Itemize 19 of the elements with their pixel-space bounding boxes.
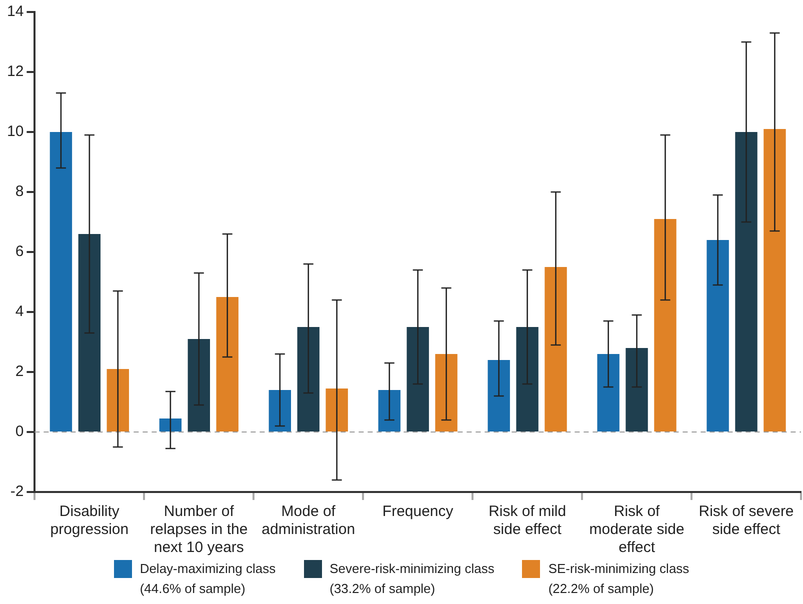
y-tick-label: 2 (15, 363, 24, 380)
y-tick-label: 14 (6, 3, 24, 20)
x-tick-label: Frequency (382, 503, 454, 520)
y-tick-label: 6 (15, 243, 24, 260)
x-tick-label: Risk of severe side effect (698, 503, 794, 538)
y-tick-label: 0 (15, 423, 24, 440)
legend-label: Delay-maximizing class (44.6% of sample) (140, 560, 276, 598)
y-tick-label: 10 (6, 123, 24, 140)
x-tick-label: Disability progression (50, 503, 129, 538)
legend-label: SE-risk-minimizing class (22.2% of sample) (548, 560, 690, 598)
y-tick-label: -2 (10, 483, 24, 500)
x-tick-label: Risk of moderate side effect (589, 503, 684, 556)
x-tick-label: Risk of mild side effect (488, 503, 566, 538)
y-tick-label: 8 (15, 183, 24, 200)
legend-label: Severe-risk-minimizing class (33.2% of sample) (330, 560, 494, 598)
x-tick-label: Number of relapses in the next 10 years (150, 503, 248, 556)
y-tick-label: 4 (15, 303, 24, 320)
y-tick-label: 12 (6, 63, 24, 80)
x-tick-label: Mode of administration (262, 503, 356, 538)
